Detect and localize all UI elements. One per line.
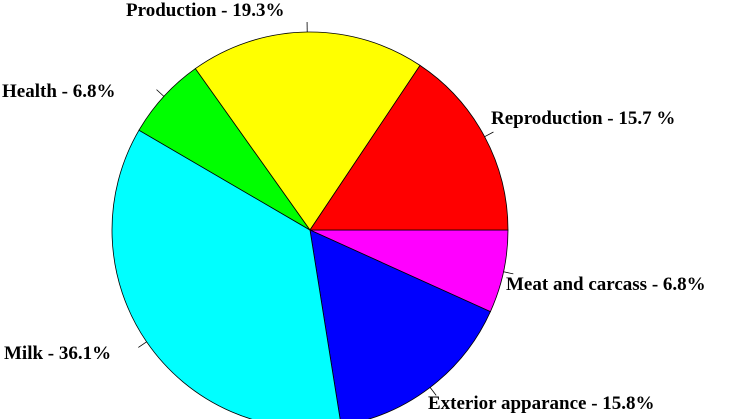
slice-label-0: Meat and carcass - 6.8% [506, 274, 706, 295]
pie-slice-2 [111, 129, 341, 419]
slice-label-3: Health - 6.8% [2, 81, 115, 102]
slice-labels: Meat and carcass - 6.8% Exterior apparanc… [2, 0, 706, 414]
pie-slice-1 [309, 229, 491, 419]
slice-label-2: Milk - 36.1% [4, 343, 111, 364]
leader-line-2 [138, 341, 147, 348]
pie-slice-4 [194, 31, 421, 231]
slice-label-4: Production - 19.3% [126, 0, 285, 21]
leader-line-1 [429, 387, 437, 396]
leader-line-0 [503, 271, 514, 275]
slice-label-5: Reproduction - 15.7 % [491, 108, 675, 129]
pie-slices [111, 31, 509, 419]
pie-slice-5 [309, 64, 509, 231]
slice-label-1: Exterior apparance - 15.8% [428, 393, 655, 414]
leader-line-3 [156, 89, 165, 97]
label-leader-lines [138, 22, 514, 396]
leader-line-5 [484, 131, 494, 138]
